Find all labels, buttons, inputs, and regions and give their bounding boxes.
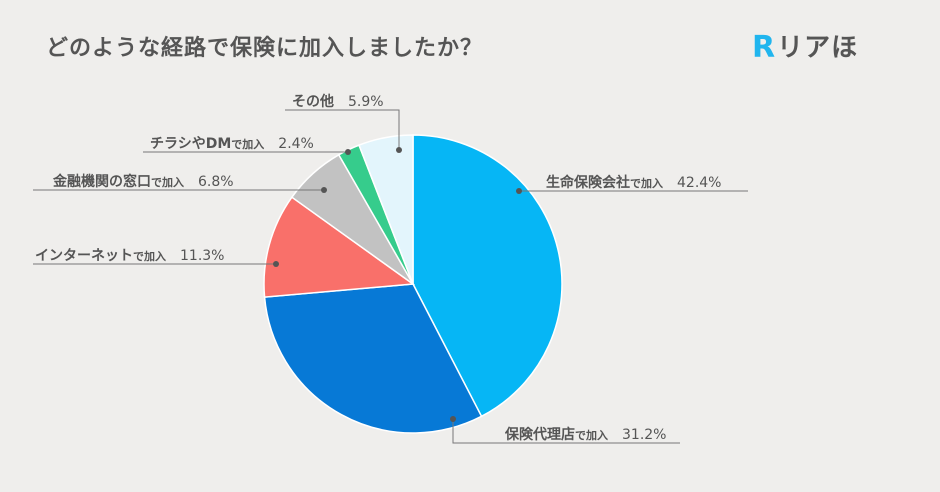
label-percent: 5.9%: [348, 94, 384, 110]
leader-line-dairiten: [452, 419, 680, 444]
leader-dot: [396, 147, 402, 153]
chart-title: どのような経路で保険に加入しましたか？: [46, 36, 484, 61]
label-percent: 11.3%: [180, 248, 225, 264]
label-internet: インターネットで加入 11.3%: [35, 245, 224, 265]
label-percent: 42.4%: [677, 175, 722, 191]
leader-dot: [516, 188, 522, 194]
label-suffix: で加入: [151, 176, 184, 189]
label-suffix: で加入: [231, 138, 265, 151]
leader-dot: [321, 187, 327, 193]
pie-slice-seimei: [412, 134, 563, 418]
label-suffix: で加入: [630, 177, 663, 190]
label-text: インターネット: [35, 248, 133, 264]
label-suffix: で加入: [575, 429, 608, 442]
label-percent: 6.8%: [198, 174, 234, 190]
label-seimei: 生命保険会社で加入 42.4%: [546, 172, 721, 192]
label-text: 金融機関の窓口: [53, 174, 151, 190]
label-percent: 31.2%: [622, 427, 667, 443]
leader-dot: [450, 416, 456, 422]
label-text: 保険代理店: [505, 427, 575, 443]
brand-logo: R リアほ: [752, 33, 858, 63]
label-dairiten: 保険代理店で加入 31.2%: [505, 424, 666, 444]
label-suffix: で加入: [133, 250, 166, 263]
leader-line-sonota: [285, 109, 400, 150]
pie-slice-internet: [263, 196, 416, 298]
logo-text: リアほ: [777, 33, 859, 63]
pie-slice-sonota: [358, 134, 414, 285]
label-text: 生命保険会社: [546, 175, 630, 191]
label-text: チラシやDM: [150, 136, 232, 152]
pie-slice-dairiten: [263, 283, 483, 434]
label-percent: 2.4%: [278, 136, 314, 152]
leader-dot: [273, 261, 279, 267]
logo-mark-icon: R: [752, 30, 776, 65]
label-sonota: その他 5.9%: [292, 91, 384, 111]
label-chirashi: チラシやDMで加入 2.4%: [150, 133, 314, 153]
label-kinyu: 金融機関の窓口で加入 6.8%: [53, 171, 234, 191]
leader-dot: [345, 149, 351, 155]
label-text: その他: [292, 94, 334, 110]
